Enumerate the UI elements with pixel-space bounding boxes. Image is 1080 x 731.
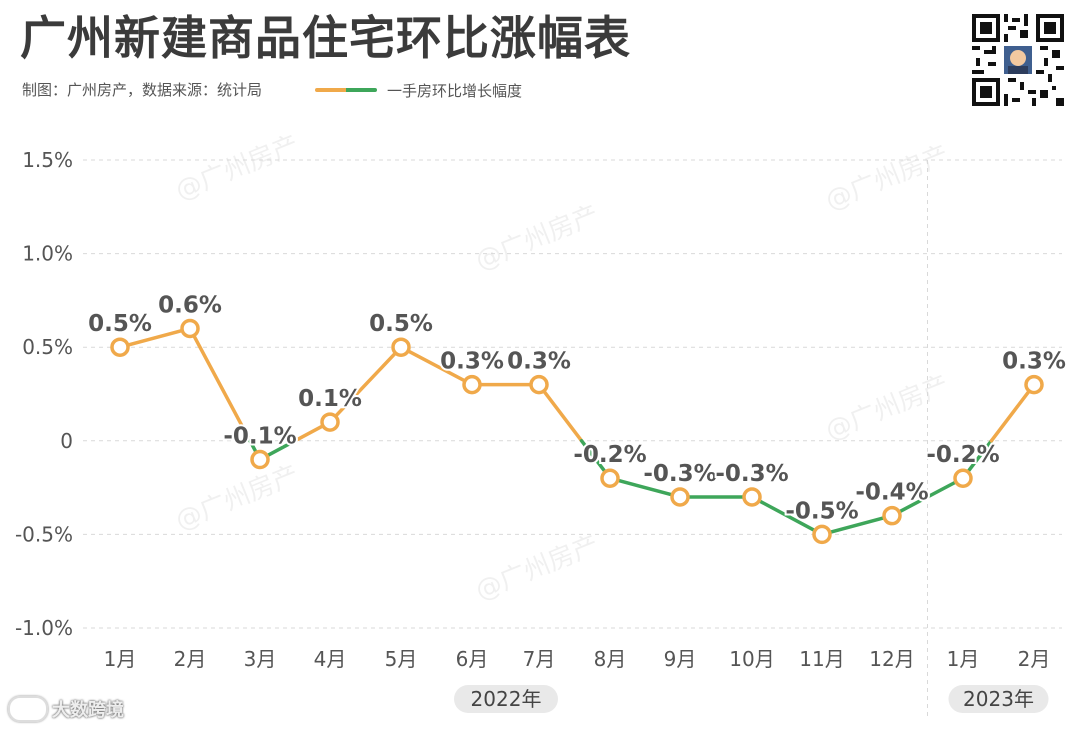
brand-logo: 大数跨境 <box>8 696 124 722</box>
y-tick-label: 0.5% <box>22 335 73 359</box>
series-segment <box>399 345 474 387</box>
watermark-text: @广州房产 <box>471 200 603 277</box>
x-tick-label: 3月 <box>244 647 277 671</box>
data-label: -0.4% <box>855 480 928 506</box>
legend-swatch <box>315 88 377 92</box>
brand-name: 大数跨境 <box>52 700 124 721</box>
data-label: 0.5% <box>369 311 433 337</box>
y-axis-labels: 1.5% 1.0% 0.5% 0 -0.5% -1.0% <box>15 148 73 640</box>
data-label: 0.3% <box>1002 349 1066 375</box>
brand-icon <box>8 696 48 722</box>
x-tick-label: 8月 <box>594 647 627 671</box>
series-segment <box>608 476 682 499</box>
year-label: 2022年 <box>471 687 542 711</box>
series-segment <box>890 476 965 518</box>
series-segment <box>537 382 584 443</box>
x-tick-label: 12月 <box>869 647 914 671</box>
chart-title: 广州新建商品住宅环比涨幅表 <box>20 11 631 65</box>
x-tick-label: 7月 <box>523 647 556 671</box>
year-pill <box>454 685 558 713</box>
data-label: -0.2% <box>926 442 999 468</box>
data-label: 0.3% <box>507 349 571 375</box>
y-tick-label: -0.5% <box>15 522 73 546</box>
x-tick-label: 2月 <box>1018 647 1051 671</box>
data-point <box>953 468 973 488</box>
series-segment <box>118 326 192 349</box>
year-label: 2023年 <box>963 687 1034 711</box>
data-label: 0.3% <box>440 349 504 375</box>
watermark-text: @广州房产 <box>821 140 953 217</box>
data-point <box>882 505 902 526</box>
data-point <box>110 337 130 357</box>
data-points <box>110 318 1044 545</box>
x-tick-label: 5月 <box>385 647 418 671</box>
x-tick-label: 11月 <box>799 647 844 671</box>
watermark-text: @广州房产 <box>471 530 603 607</box>
data-point <box>250 449 270 470</box>
x-tick-label: 6月 <box>456 647 489 671</box>
series-segment <box>328 345 403 424</box>
series-segment <box>989 382 1036 443</box>
x-tick-label: 2月 <box>174 647 207 671</box>
data-label: -0.3% <box>643 461 716 487</box>
data-point <box>180 318 200 339</box>
year-groups: 2022年 2023年 <box>454 685 1049 713</box>
y-tick-label: -1.0% <box>15 616 73 640</box>
data-label: -0.1% <box>223 424 296 450</box>
x-tick-label: 10月 <box>729 647 774 671</box>
data-point <box>391 337 411 357</box>
data-point <box>670 487 690 507</box>
x-tick-label: 1月 <box>104 647 137 671</box>
series-segment <box>188 326 252 443</box>
data-point <box>1024 374 1044 395</box>
year-pill <box>948 685 1049 713</box>
gridlines <box>83 159 1062 716</box>
legend: 一手房环比增长幅度 <box>315 80 522 100</box>
y-tick-label: 0 <box>60 429 73 453</box>
x-tick-label: 1月 <box>947 647 980 671</box>
data-point <box>529 374 549 395</box>
data-point <box>742 487 762 507</box>
data-point <box>600 468 620 488</box>
data-point <box>320 412 340 432</box>
data-label: 0.1% <box>298 386 362 412</box>
y-tick-label: 1.0% <box>22 242 73 266</box>
qr-code-graphic <box>972 14 1064 106</box>
x-axis-labels: 1月 2月 3月 4月 5月 6月 7月 8月 9月 10月 11月 12月 1月 2月 <box>104 647 1051 671</box>
y-tick-label: 1.5% <box>22 148 73 172</box>
data-labels: 0.5%0.6%-0.1%0.1%0.5%0.3% 0.3%-0.2%-0.3%-… <box>86 290 1068 526</box>
data-point <box>812 524 832 545</box>
series-lines <box>118 326 1036 537</box>
legend-label: 一手房环比增长幅度 <box>387 81 523 100</box>
qr-code-icon <box>972 14 1064 106</box>
watermark-text: @广州房产 <box>821 370 953 447</box>
data-label: -0.3% <box>715 461 788 487</box>
series-segment <box>820 513 894 537</box>
data-label: -0.5% <box>785 498 858 524</box>
series-segment <box>750 495 824 537</box>
chart-subtitle: 制图：广州房产，数据来源：统计局 <box>22 81 263 99</box>
watermark-text: @广州房产 <box>171 460 303 537</box>
data-point <box>462 374 482 395</box>
data-label: 0.5% <box>88 311 152 337</box>
x-tick-label: 9月 <box>664 647 697 671</box>
x-tick-label: 4月 <box>314 647 347 671</box>
watermark-text: @广州房产 <box>171 130 303 207</box>
data-label: 0.6% <box>158 292 222 318</box>
data-label: -0.2% <box>573 442 646 468</box>
